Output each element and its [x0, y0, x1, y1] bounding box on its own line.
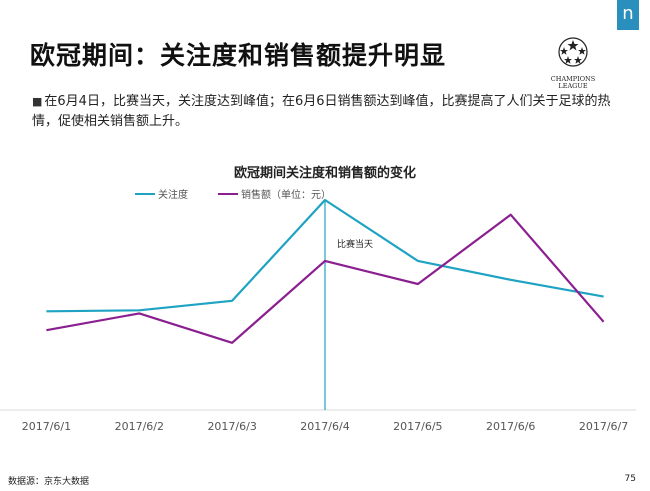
legend-label-2: 销售额（单位：元）	[241, 188, 331, 201]
brand-mark: n	[617, 0, 639, 30]
x-tick-label: 2017/6/7	[579, 420, 628, 433]
logo-text-league: LEAGUE	[558, 82, 588, 90]
legend-label-1: 关注度	[158, 188, 188, 201]
x-tick-label: 2017/6/3	[207, 420, 256, 433]
page-number: 75	[624, 474, 636, 484]
chart-area: 欧冠期间关注度和销售额的变化 2017/6/1 2017/6/2 2017/6/3 2…	[0, 150, 650, 440]
starball-icon	[558, 37, 588, 67]
line-chart: 2017/6/1 2017/6/2 2017/6/3 2017/6/4 2017/6/5…	[0, 188, 636, 433]
x-tick-label: 2017/6/2	[115, 420, 164, 433]
x-tick-label: 2017/6/1	[22, 420, 71, 433]
x-tick-label: 2017/6/5	[393, 420, 442, 433]
chart-title: 欧冠期间关注度和销售额的变化	[233, 166, 416, 181]
page-title: 欧冠期间：关注度和销售额提升明显	[30, 41, 447, 70]
bullet-text: 在6月4日，比赛当天，关注度达到峰值；在6月6日销售额达到峰值，比赛提高了人们关…	[32, 94, 611, 129]
bullet-marker: ■	[32, 95, 43, 108]
x-tick-label: 2017/6/4	[300, 420, 349, 433]
data-source: 数据源：京东大数据	[8, 477, 90, 487]
champions-league-logo: CHAMPIONS LEAGUE	[538, 32, 608, 94]
annotation-label: 比赛当天	[337, 238, 373, 250]
x-tick-label: 2017/6/6	[486, 420, 535, 433]
logo-text-champions: CHAMPIONS	[550, 75, 596, 83]
bullet-paragraph: ■ 在6月4日，比赛当天，关注度达到峰值；在6月6日销售额达到峰值，比赛提高了人们…	[32, 92, 622, 132]
